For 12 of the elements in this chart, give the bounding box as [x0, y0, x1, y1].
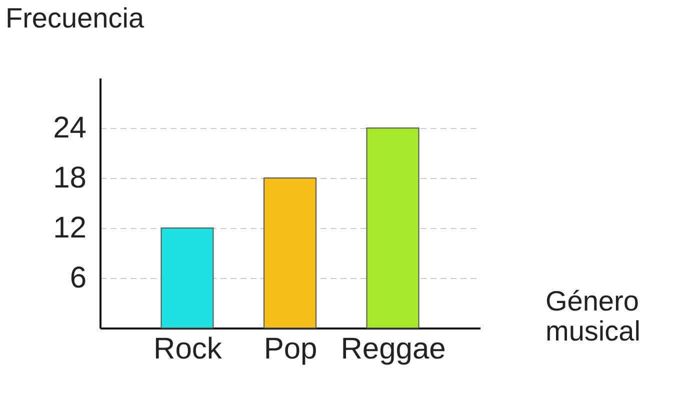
bar: [160, 228, 214, 328]
x-axis-title: Género musical: [546, 286, 640, 346]
y-tick-label: 12: [53, 212, 86, 244]
x-tick-label: Reggae: [340, 332, 446, 366]
bar: [264, 178, 316, 328]
x-tick-label: Pop: [264, 332, 318, 366]
x-tick-label: Rock: [154, 332, 223, 366]
y-tick-label: 24: [53, 112, 86, 144]
y-tick-label: 18: [53, 162, 86, 194]
bar: [366, 128, 420, 328]
y-axis-title: Frecuencia: [6, 2, 144, 34]
y-tick-label: 6: [70, 262, 86, 294]
